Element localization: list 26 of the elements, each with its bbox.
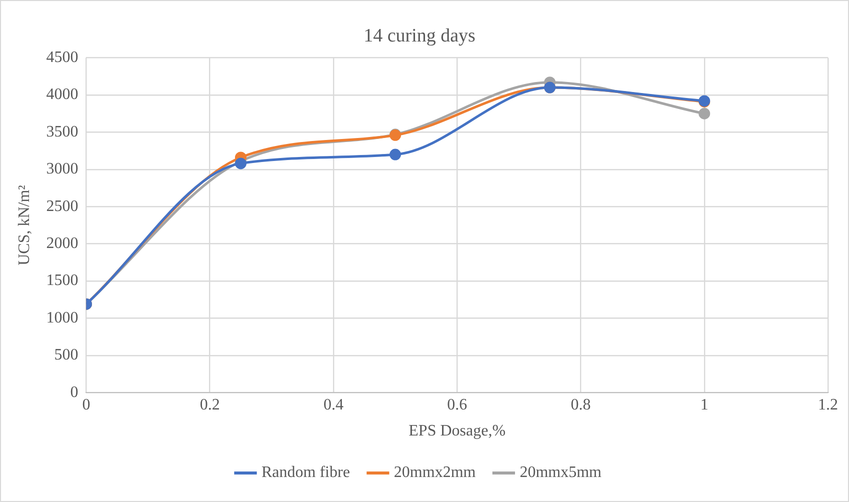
x-tick-label: 0.8 [570,396,591,414]
legend-label: Random fibre [262,464,350,482]
x-tick-label: 1 [700,396,708,414]
y-tick-label: 3500 [46,123,78,140]
x-axis-title: EPS Dosage,% [408,422,506,440]
x-tick-label: 0.4 [323,396,344,414]
x-tick-label: 0.2 [200,396,220,414]
y-tick-label: 2500 [46,198,78,215]
y-tick-label: 500 [54,346,78,364]
y-tick-label: 4500 [46,49,78,66]
y-tick-label: 1500 [46,272,78,290]
y-tick-label: 4000 [46,86,78,104]
y-tick-label: 0 [70,384,78,401]
legend-label: 20mmx5mm [520,464,602,482]
y-tick-label: 2000 [46,235,78,252]
x-tick-label: 1.2 [818,396,838,414]
x-tick-label: 0.6 [447,396,468,414]
x-tick-label: 0 [82,396,90,414]
y-tick-label: 3000 [46,160,78,178]
chart-title: 14 curing days [364,25,476,46]
point [234,158,246,170]
point [390,148,402,160]
y-axis-title: UCS, kN/m² [16,184,33,266]
legend-label: 20mmx2mm [394,464,476,482]
point [698,108,710,120]
y-tick-label: 1000 [46,309,78,326]
